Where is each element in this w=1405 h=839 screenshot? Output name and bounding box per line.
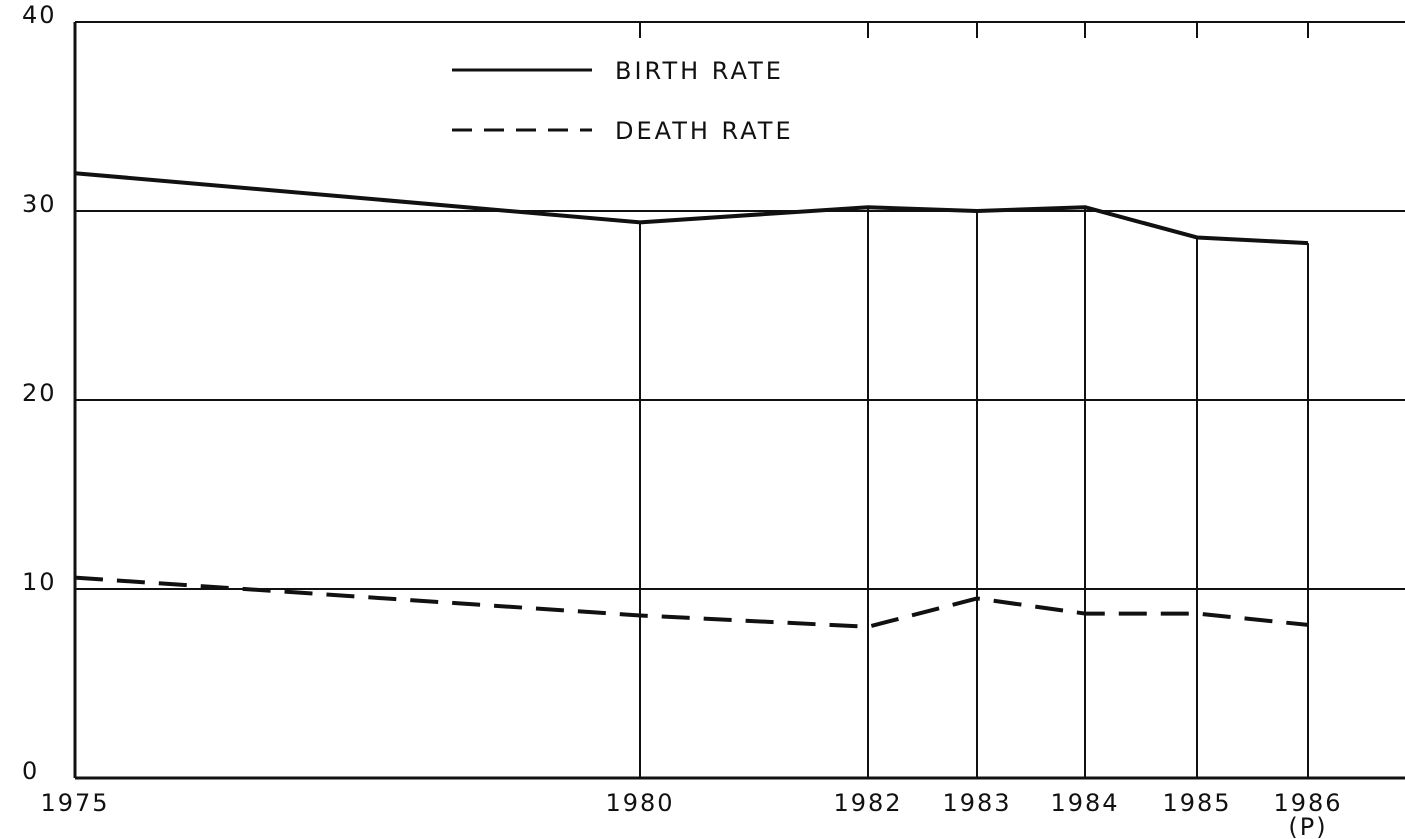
x-annotation: (P) (1288, 813, 1327, 839)
series-line (74, 171, 1309, 246)
x-tick-label: 1983 (942, 789, 1011, 817)
x-tick-label: 1985 (1162, 789, 1231, 817)
y-tick-label: 40 (22, 1, 57, 29)
y-tick-label: 20 (22, 379, 57, 407)
legend-label: DEATH RATE (615, 117, 794, 145)
x-tick-label: 1986 (1273, 789, 1342, 817)
y-tick-label: 30 (22, 190, 57, 218)
x-tick-label: 1980 (605, 789, 674, 817)
y-tick-label: 10 (22, 568, 57, 596)
y-tick-label: 0 (22, 757, 39, 785)
x-tick-label: 1982 (833, 789, 902, 817)
series-line (74, 575, 1309, 629)
legend-label: BIRTH RATE (615, 57, 784, 85)
x-tick-label: 1975 (40, 789, 109, 817)
x-tick-label: 1984 (1050, 789, 1119, 817)
